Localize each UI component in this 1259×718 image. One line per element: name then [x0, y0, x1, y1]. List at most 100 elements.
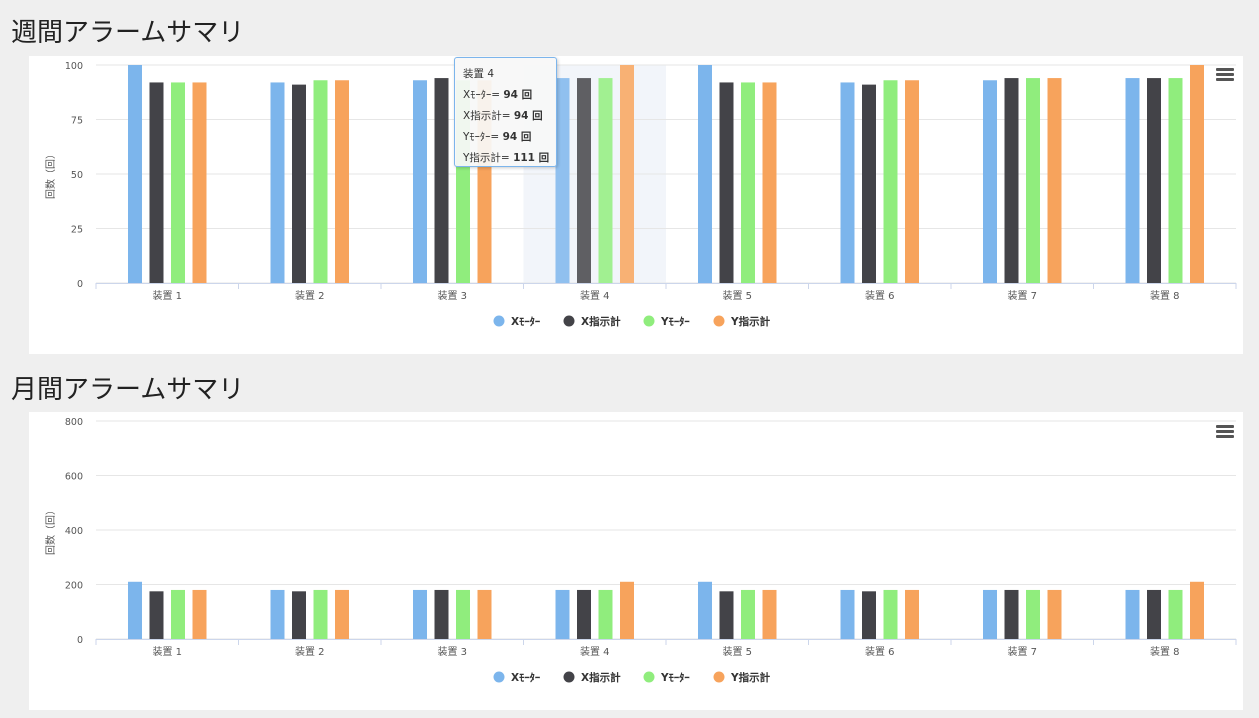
bar [292, 84, 306, 284]
y-axis-title: 回数（回） [44, 149, 57, 199]
y-tick-label: 600 [65, 472, 83, 483]
bar [577, 589, 591, 639]
tooltip-label: X指示計= [463, 110, 514, 122]
legend-item[interactable]: Y指示計 [713, 315, 771, 328]
bar [192, 589, 207, 639]
weekly-chart-menu-icon[interactable] [1216, 68, 1234, 82]
legend-item[interactable]: X指示計 [563, 315, 622, 328]
bar [762, 589, 777, 639]
bar [1190, 581, 1204, 639]
bar [335, 80, 349, 283]
bar [335, 589, 349, 639]
legend-item[interactable]: Xﾓｰﾀｰ [493, 671, 541, 684]
legend-marker [643, 315, 655, 327]
tooltip-value: 94 回 [503, 89, 533, 101]
legend-marker [713, 315, 725, 327]
bar [434, 589, 449, 639]
x-tick-label: 装置 7 [1007, 645, 1037, 658]
bar [477, 589, 492, 639]
y-tick-label: 800 [65, 417, 83, 428]
x-tick-label: 装置 5 [722, 289, 752, 302]
legend-item[interactable]: Y指示計 [713, 671, 771, 684]
legend-marker [713, 671, 725, 683]
y-axis-title: 回数（回） [44, 505, 57, 555]
bar [1004, 78, 1019, 283]
bar [292, 591, 306, 639]
weekly-title: 週間アラームサマリ [11, 18, 245, 48]
bar [413, 80, 427, 283]
monthly-chart-menu-icon[interactable] [1216, 425, 1234, 439]
tooltip-label: Yﾓｰﾀｰ= [463, 131, 503, 143]
bar [598, 78, 613, 283]
bar [149, 82, 164, 283]
bar [171, 82, 185, 283]
bar [456, 589, 470, 639]
bar [1047, 78, 1062, 283]
tooltip-value: 111 回 [513, 152, 550, 164]
bar [741, 589, 755, 639]
bar [905, 80, 919, 283]
bar [983, 80, 997, 283]
bar [1047, 589, 1062, 639]
bar [840, 82, 855, 283]
bar [1168, 589, 1183, 639]
tooltip-row: Y指示計= 111 回 [463, 150, 556, 165]
bar [1125, 78, 1140, 283]
bar [128, 65, 142, 283]
bar [555, 78, 570, 283]
bar [620, 65, 634, 283]
legend-marker [493, 315, 505, 327]
bar [762, 82, 777, 283]
legend-item[interactable]: Yﾓｰﾀｰ [643, 315, 690, 328]
monthly-title: 月間アラームサマリ [11, 375, 245, 405]
legend-label: Yﾓｰﾀｰ [660, 315, 690, 328]
tooltip-title: 装置 4 [463, 68, 495, 80]
tooltip-value: 94 回 [513, 110, 543, 122]
x-tick-label: 装置 2 [295, 289, 325, 302]
bar [698, 581, 712, 639]
legend-item[interactable]: Xﾓｰﾀｰ [493, 315, 541, 328]
monthly-bar-chart: 0 200 400 600 800 回数（回） 装置 1 装置 2 装置 3 装置 4 装置 5 装置… [44, 417, 1237, 684]
bar [1125, 589, 1140, 639]
bar [719, 82, 734, 283]
x-tick-label: 装置 1 [152, 645, 182, 658]
bar [434, 78, 449, 283]
x-tick-label: 装置 3 [437, 645, 467, 658]
bar [741, 82, 755, 283]
legend-item[interactable]: Yﾓｰﾀｰ [643, 671, 690, 684]
bar [555, 589, 570, 639]
x-tick-label: 装置 1 [152, 289, 182, 302]
bar [192, 82, 207, 283]
bar [983, 589, 997, 639]
bar [128, 581, 142, 639]
tooltip-row: Yﾓｰﾀｰ= 94 回 [463, 129, 556, 144]
legend-label: X指示計 [581, 315, 621, 328]
legend-marker [563, 315, 575, 327]
x-tick-label: 装置 7 [1007, 289, 1037, 302]
x-tick-label: 装置 6 [865, 289, 895, 302]
bar [862, 84, 876, 284]
bar [883, 589, 898, 639]
legend-marker [643, 671, 655, 683]
y-tick-label: 100 [65, 61, 83, 72]
monthly-chart-panel: 0 200 400 600 800 回数（回） 装置 1 装置 2 装置 3 装置 4 装置 5 装置… [29, 412, 1243, 710]
weekly-chart-panel: 0 25 50 75 100 回数（回） 装置 1 装置 2 装置 3 装置 4 装置 5 装置 6 装… [29, 56, 1243, 354]
y-tick-label: 75 [71, 116, 83, 127]
legend-item[interactable]: X指示計 [563, 671, 622, 684]
x-tick-label: 装置 5 [722, 645, 752, 658]
y-tick-label: 25 [71, 225, 83, 236]
legend-label: Y指示計 [730, 671, 771, 684]
bar [149, 591, 164, 639]
x-tick-label: 装置 8 [1150, 289, 1180, 302]
bar [577, 78, 591, 283]
legend-marker [563, 671, 575, 683]
bar [1026, 78, 1040, 283]
legend-marker [493, 671, 505, 683]
weekly-bar-chart: 0 25 50 75 100 回数（回） 装置 1 装置 2 装置 3 装置 4 装置 5 装置 6 装… [44, 61, 1237, 328]
bar [1147, 78, 1161, 283]
tooltip-row: Xﾓｰﾀｰ= 94 回 [463, 87, 556, 102]
tooltip-label: Xﾓｰﾀｰ= [463, 89, 504, 101]
bar [171, 589, 185, 639]
bar [270, 82, 285, 283]
y-tick-label: 400 [65, 526, 83, 537]
